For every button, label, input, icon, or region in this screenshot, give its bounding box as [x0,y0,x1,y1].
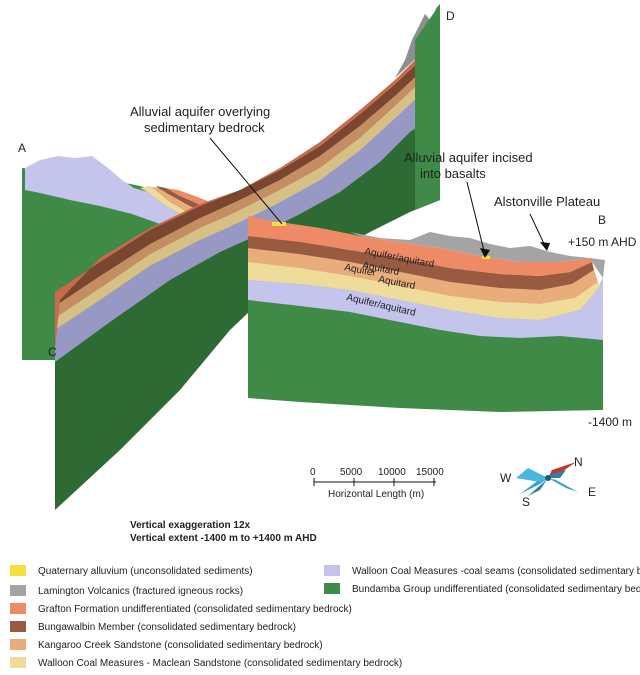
cd-maclean-layer [55,70,440,330]
ab-east-bungawalbin-layer [248,236,594,290]
scale-bar: 0 5000 10000 15000 Horizontal Length (m) [310,467,444,500]
ab-east-coal-seams-body [248,278,603,340]
leader-overlying [209,137,283,225]
cd-bungawalbin-layer [55,48,440,306]
label-elevation-bottom: -1400 m [588,415,632,429]
arrow-incised-head [480,248,490,258]
scale-tick-10000: 10000 [378,467,406,478]
label-point-a: A [18,141,26,155]
leader-incised [466,181,486,256]
compass-label-n: N [574,455,583,469]
leader-alstonville [529,213,547,249]
ab-east-kangaroo-layer [248,248,598,304]
legend-label-coal-seams: Walloon Coal Measures -coal seams (conso… [352,566,640,577]
legend-swatch-lamington [10,585,26,596]
label-point-d: D [446,9,455,23]
legend-label-lamington: Lamington Volcanics (fractured igneous r… [38,586,243,597]
note-vertical-exaggeration: Vertical exaggeration 12x [130,520,251,531]
ab-east-grafton-layer [248,216,592,276]
legend-label-bungawalbin: Bungawalbin Member (consolidated sedimen… [38,622,296,633]
legend-swatch-bungawalbin [10,621,26,632]
label-point-b: B [598,213,606,227]
cd-coal-seams-layer [55,80,440,362]
legend-swatch-grafton [10,603,26,614]
label-alluvial-incised-1: Alluvial aquifer incised [404,150,533,165]
alluvium-deposit-1 [272,222,286,226]
arrow-alstonville-head [540,242,550,251]
compass-label-e: E [588,485,596,499]
scale-title: Horizontal Length (m) [328,489,424,500]
scale-tick-15000: 15000 [416,467,444,478]
compass-rose-icon: N W E S [500,455,596,509]
section-c-d [55,4,440,510]
legend-label-quaternary: Quaternary alluvium (unconsolidated sedi… [38,566,253,577]
cd-bundamba-layer [55,110,440,510]
legend-swatch-bundamba [324,583,340,594]
label-alluvial-incised-2: into basalts [420,166,486,181]
label-alluvial-overlying-2: sedimentary bedrock [144,120,265,135]
cd-kangaroo-layer [55,60,440,318]
legend-swatch-coal-seams [324,565,340,576]
legend-swatch-kangaroo [10,639,26,650]
legend-label-maclean: Walloon Coal Measures - Maclean Sandston… [38,658,402,669]
label-point-c: C [48,345,57,359]
legend-swatch-maclean [10,657,26,668]
annotation-lines [209,137,550,258]
legend: Quaternary alluvium (unconsolidated sedi… [10,565,640,669]
legend-label-bundamba: Bundamba Group undifferentiated (consoli… [352,584,640,595]
label-alstonville-plateau: Alstonville Plateau [494,194,600,209]
legend-label-kangaroo: Kangaroo Creek Sandstone (consolidated s… [38,640,323,651]
scale-tick-5000: 5000 [340,467,363,478]
legend-label-grafton: Grafton Formation undifferentiated (cons… [38,604,352,615]
legend-swatch-quaternary [10,565,26,576]
ab-east-maclean-layer [248,262,600,320]
cd-side-face [415,4,440,210]
note-vertical-extent: Vertical extent -1400 m to +1400 m AHD [130,533,317,544]
compass-label-w: W [500,471,512,485]
label-elevation-top: +150 m AHD [568,235,637,249]
ab-east-volcanics-layer [350,232,605,278]
label-alluvial-overlying-1: Alluvial aquifer overlying [130,104,270,119]
section-a-b-east [248,216,605,412]
compass-label-s: S [522,495,530,509]
scale-tick-0: 0 [310,467,316,478]
alluvium-deposit-2 [482,256,490,259]
